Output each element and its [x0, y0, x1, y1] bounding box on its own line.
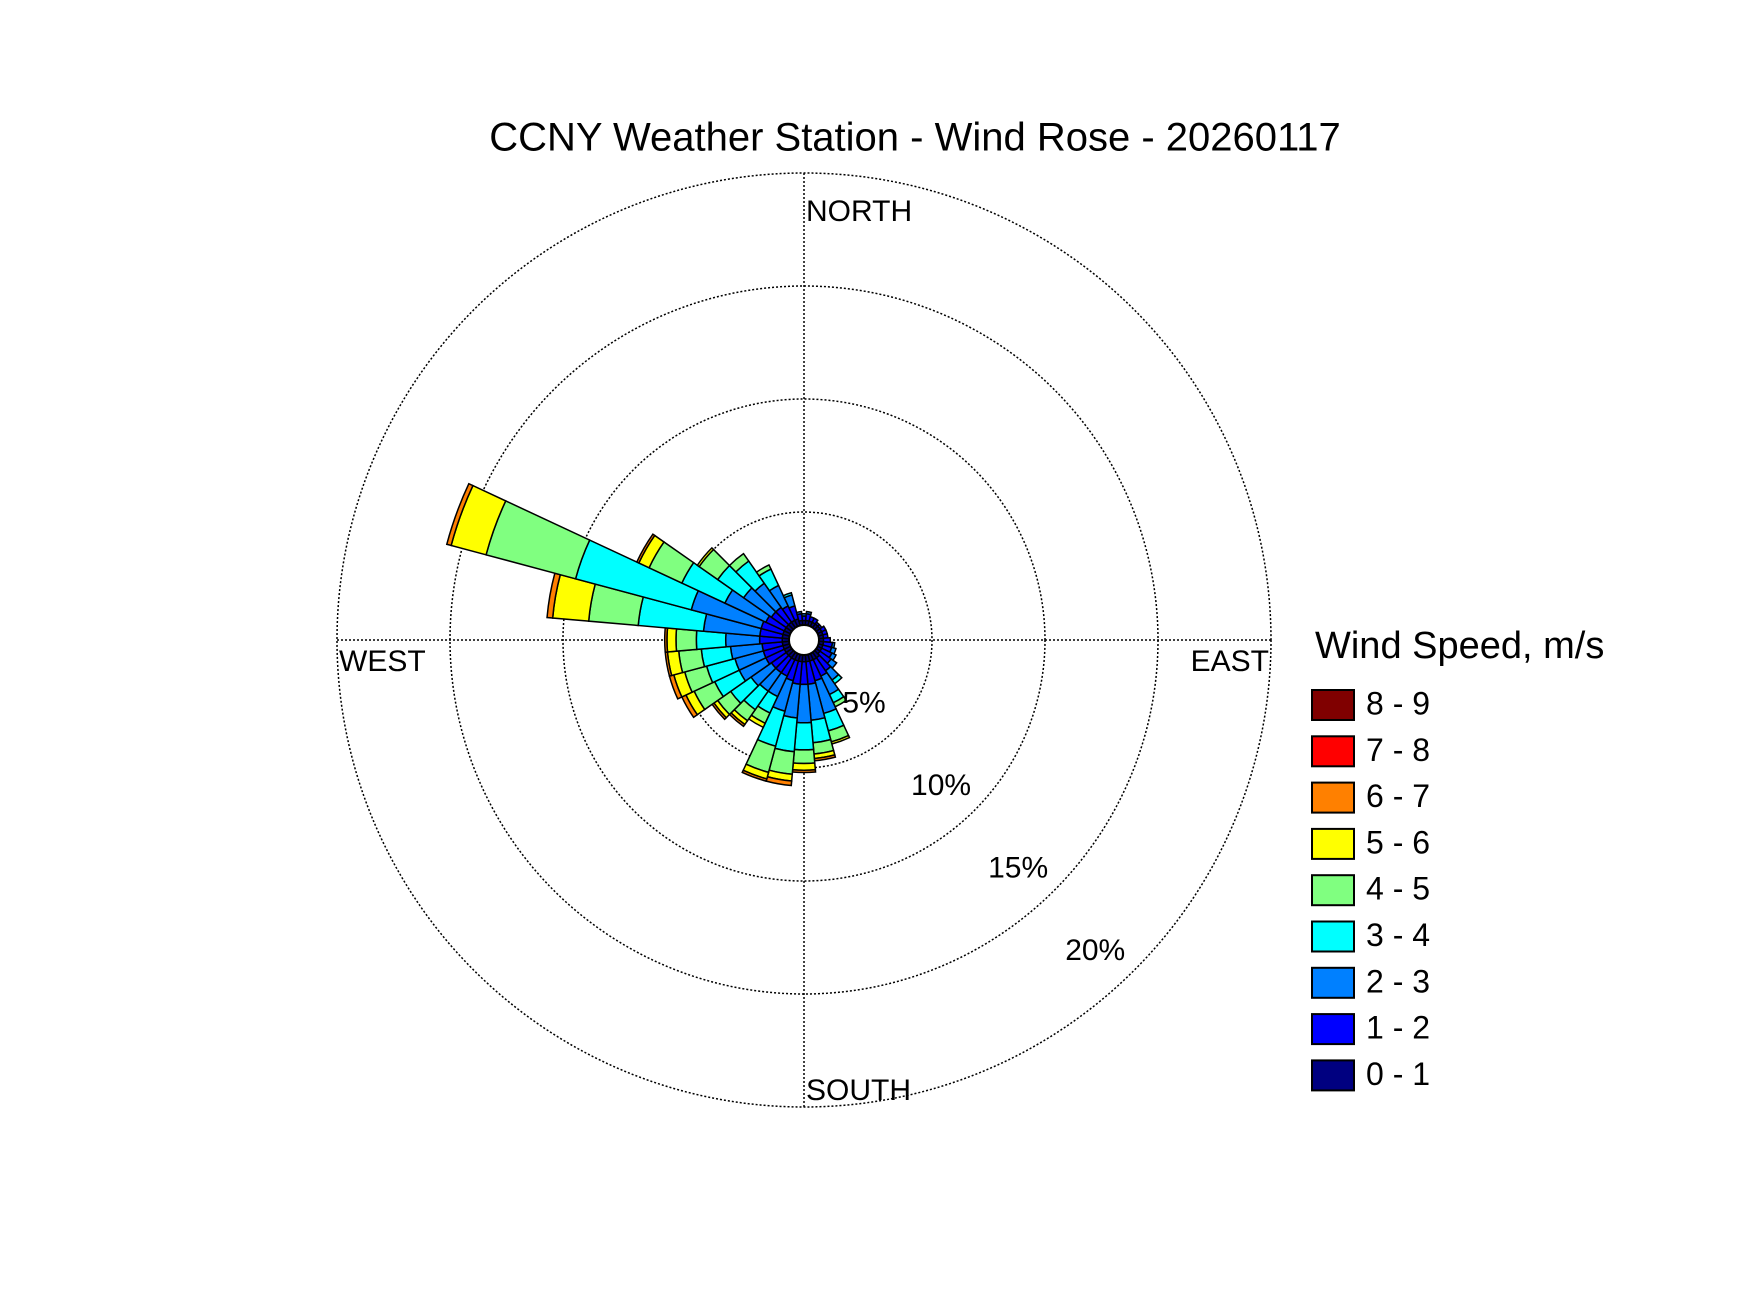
wedge	[805, 610, 813, 616]
legend-label: 1 - 2	[1366, 1010, 1430, 1046]
labels: 5% 10% 15% 20% NORTH SOUTH WEST EAST	[339, 195, 1269, 1107]
r-tick-label: 5%	[842, 686, 885, 719]
wedge	[445, 482, 474, 547]
wedge	[728, 552, 750, 573]
wedge	[793, 721, 815, 751]
direction-label: WEST	[339, 645, 426, 678]
wedge	[782, 591, 793, 599]
wedge	[795, 610, 803, 616]
legend-swatch	[1311, 689, 1355, 721]
legend-swatch	[1311, 827, 1355, 860]
r-tick-label: 10%	[911, 769, 971, 802]
wedge	[755, 563, 772, 577]
legend-swatch	[1311, 1013, 1355, 1046]
legend-label: 7 - 8	[1366, 732, 1430, 768]
legend-swatch	[1311, 920, 1355, 953]
wedge	[811, 617, 819, 626]
wedge	[666, 627, 678, 653]
bars	[445, 482, 851, 787]
legend-label: 6 - 7	[1366, 778, 1430, 814]
chart-title: CCNY Weather Station - Wind Rose - 20260…	[489, 116, 1341, 160]
legend-swatch	[1311, 735, 1355, 768]
legend-label: 5 - 6	[1366, 824, 1430, 860]
wedge	[791, 768, 817, 774]
direction-label: NORTH	[806, 195, 912, 228]
legend-swatch	[1311, 874, 1355, 907]
wedge	[635, 533, 656, 564]
legend: 0 - 1 1 - 2 2 - 3 3 - 4 4 - 5 5 - 6 6 - 7 7 - 8…	[1311, 685, 1430, 1092]
legend-label: 3 - 4	[1366, 917, 1430, 953]
direction-label: EAST	[1191, 645, 1269, 678]
center-hole	[788, 624, 820, 656]
legend-label: 2 - 3	[1366, 963, 1430, 999]
r-tick-label: 15%	[988, 852, 1048, 885]
direction-label: SOUTH	[806, 1074, 911, 1107]
legend-label: 8 - 9	[1366, 685, 1430, 721]
legend-label: 0 - 1	[1366, 1056, 1430, 1092]
legend-swatch	[1311, 781, 1355, 814]
r-tick-label: 20%	[1065, 934, 1125, 967]
legend-swatch	[1311, 966, 1355, 999]
wedge	[696, 546, 715, 568]
legend-swatch	[1311, 1059, 1355, 1092]
legend-title: Wind Speed, m/s	[1315, 625, 1604, 667]
wedge	[792, 748, 816, 765]
legend-label: 4 - 5	[1366, 871, 1430, 907]
wedge	[675, 628, 698, 652]
wedge	[741, 769, 768, 783]
wedge	[791, 762, 817, 772]
wedge	[663, 627, 669, 653]
